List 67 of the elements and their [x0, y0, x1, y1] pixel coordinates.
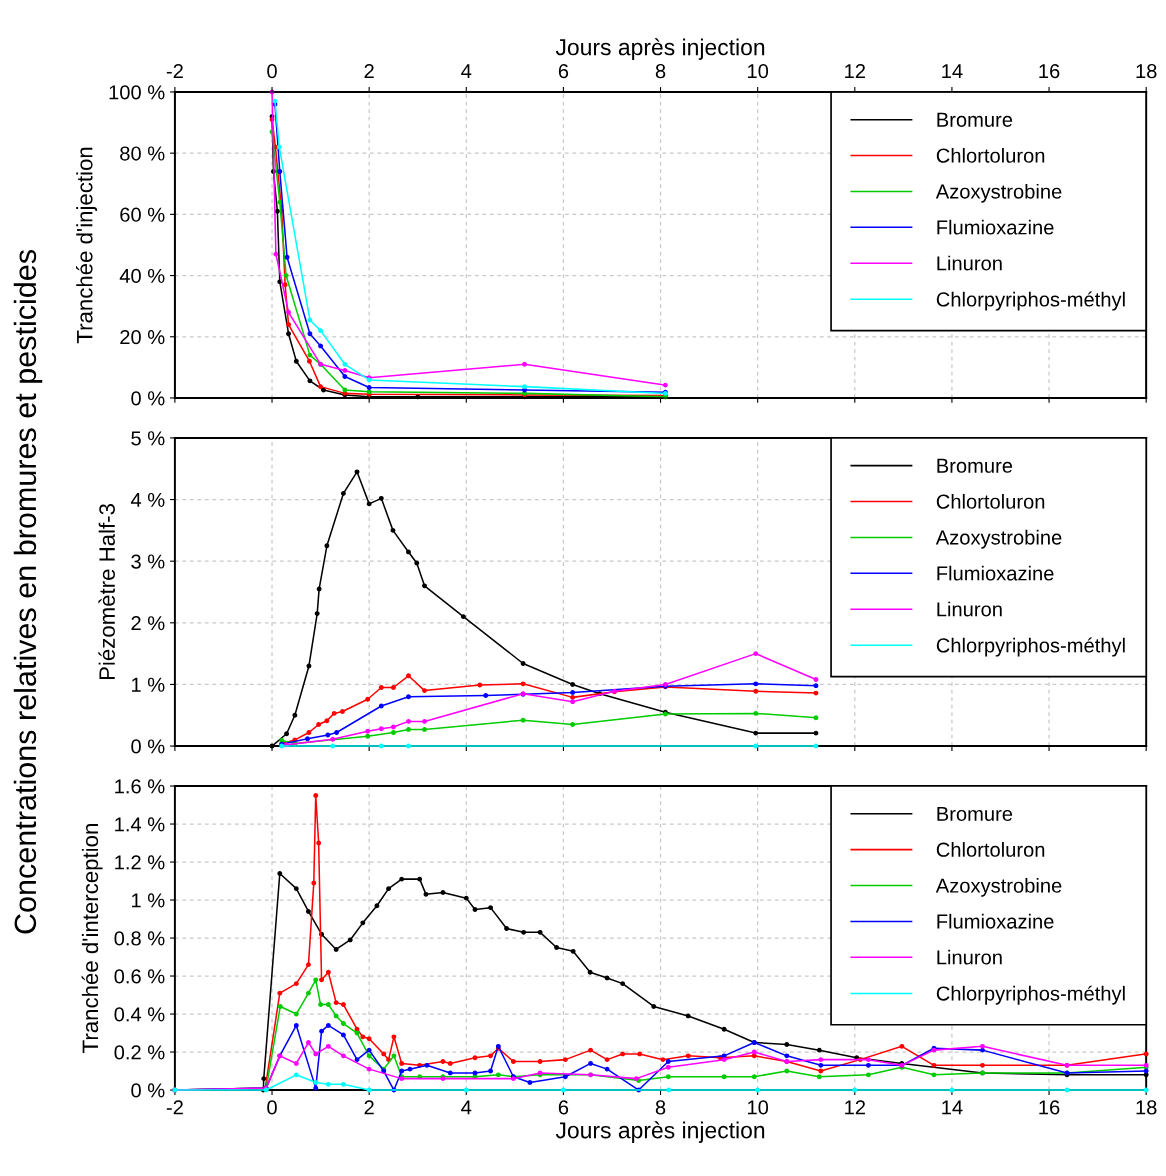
- y-tick-label: 40 %: [119, 268, 165, 284]
- x2-tick-label: 4: [461, 64, 472, 79]
- x-tick-label: 2: [364, 1100, 374, 1115]
- x-tick-label: 4: [461, 1100, 472, 1115]
- y-tick-label: 5 %: [131, 431, 165, 446]
- y-tick-label: 4 %: [130, 492, 165, 507]
- legend-label: Chlorpyriphos-méthyl: [936, 985, 1125, 1005]
- y-tick-label: 1 %: [132, 893, 165, 908]
- y-tick-label: 0.6 %: [114, 969, 165, 984]
- x-tick-label: 0: [267, 1100, 277, 1115]
- x-axis-title: Jours après injection: [555, 1121, 765, 1143]
- x-tick-label: 18: [1136, 1100, 1157, 1115]
- x-tick-label: 6: [558, 1100, 569, 1115]
- legend-label: Chlorpyriphos-méthyl: [936, 637, 1125, 657]
- y-tick-label: 1.6 %: [115, 779, 165, 794]
- y-tick-label: 0.8 %: [114, 931, 165, 946]
- legend-label: Chlortoluron: [936, 147, 1045, 163]
- x2-tick-label: 2: [364, 64, 374, 79]
- legend-label: Bromure: [937, 458, 1013, 473]
- y-tick-label: 3 %: [131, 554, 165, 569]
- x2-tick-label: 16: [1039, 64, 1060, 79]
- x2-tick-label: -2: [166, 64, 183, 79]
- x2-tick-label: 0: [267, 64, 277, 79]
- legend-label: Azoxystrobine: [935, 877, 1062, 897]
- x-tick-label: -2: [166, 1100, 183, 1115]
- y-tick-label: 80 %: [120, 146, 165, 161]
- legend-label: Linuron: [937, 255, 1002, 271]
- y-tick-label: 100 %: [109, 85, 165, 100]
- legend-label: Linuron: [937, 601, 1002, 617]
- y-tick-label: 0.2 %: [114, 1045, 165, 1060]
- x-tick-label: 16: [1039, 1100, 1060, 1115]
- legend-label: Chlorpyriphos-méthyl: [936, 291, 1125, 311]
- y-tick-label: 60 %: [120, 207, 165, 222]
- y-axis-title: Piézomètre Half-3: [98, 504, 115, 680]
- y-tick-label: 1 %: [132, 677, 165, 692]
- legend-label: Flumioxazine: [937, 913, 1054, 929]
- legend-label: Linuron: [937, 949, 1002, 965]
- text: Concentrations relatives en bromures et pesticides: [13, 250, 43, 934]
- x-tick-label: 12: [845, 1100, 865, 1115]
- legend-label: Flumioxazine: [937, 219, 1054, 235]
- legend-label: Flumioxazine: [937, 565, 1054, 581]
- y-tick-label: 0 %: [131, 1083, 165, 1098]
- x2-tick-label: 18: [1136, 64, 1157, 79]
- y-tick-label: 2 %: [131, 616, 165, 631]
- legend-label: Azoxystrobine: [935, 183, 1062, 203]
- y-tick-label: 0 %: [131, 739, 165, 754]
- y-axis-title: Tranchée d'injection: [75, 147, 97, 344]
- x-tick-label: 8: [655, 1100, 666, 1115]
- x2-tick-label: 12: [845, 64, 865, 79]
- x2-tick-label: 6: [558, 64, 569, 79]
- legend-label: Bromure: [937, 112, 1013, 127]
- legend-label: Azoxystrobine: [935, 529, 1062, 549]
- x-tick-label: 10: [748, 1100, 769, 1115]
- legend-label: Bromure: [937, 806, 1013, 821]
- y-tick-label: 1.2 %: [115, 855, 165, 870]
- x2-tick-label: 10: [748, 64, 769, 79]
- y-tick-label: 0 %: [131, 391, 165, 406]
- y-tick-label: 1.4 %: [115, 817, 165, 832]
- x-tick-label: 14: [942, 1100, 963, 1115]
- y-tick-label: 0.4 %: [114, 1007, 165, 1022]
- legend-label: Chlortoluron: [936, 493, 1045, 509]
- y-tick-label: 20 %: [120, 329, 165, 345]
- y-axis-title: Tranchée d'interception: [81, 824, 103, 1053]
- x2-tick-label: 14: [942, 64, 963, 79]
- legend-label: Chlortoluron: [936, 842, 1045, 857]
- x2-tick-label: 8: [655, 64, 666, 79]
- x2-axis-title: Jours après injection: [555, 38, 765, 60]
